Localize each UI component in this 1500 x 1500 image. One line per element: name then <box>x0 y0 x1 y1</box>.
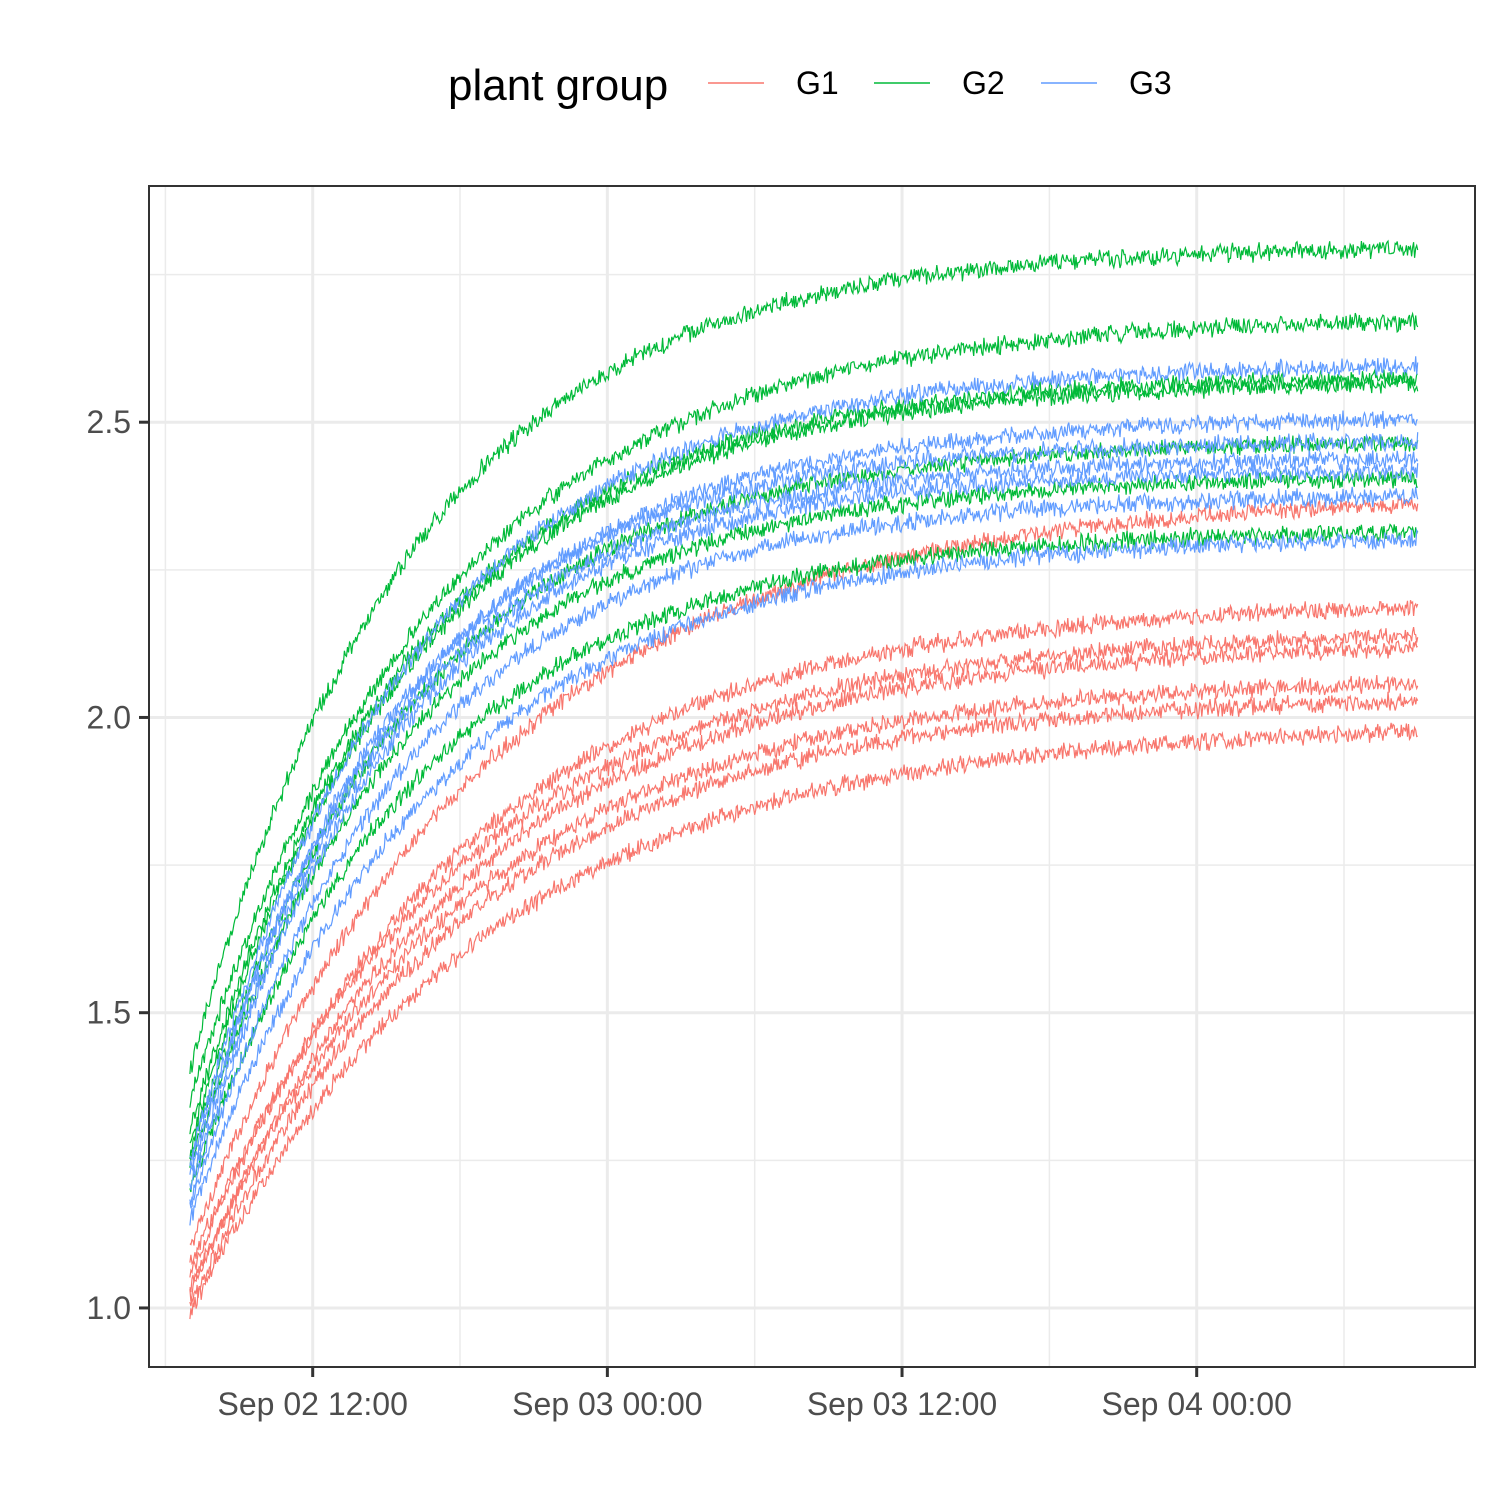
series-line-g2 <box>189 239 1419 1075</box>
y-tick-label: 1.0 <box>87 1290 131 1326</box>
legend-label: G2 <box>962 65 1005 101</box>
series-lines <box>189 239 1419 1320</box>
panel-border <box>148 185 1476 1368</box>
series-line-g1 <box>189 640 1418 1302</box>
x-tick-label: Sep 02 12:00 <box>218 1386 408 1422</box>
series-line-g1 <box>189 675 1419 1293</box>
series-line-g3 <box>189 410 1418 1169</box>
series-line-g3 <box>189 463 1419 1206</box>
legend-label: G1 <box>796 65 839 101</box>
series-line-g3 <box>189 356 1419 1161</box>
series-line-g1 <box>189 626 1419 1266</box>
legend-title: plant group <box>448 61 668 110</box>
plot-panel <box>148 185 1476 1368</box>
legend-entry-g2: G2 <box>874 65 1005 101</box>
x-axis: Sep 02 12:00 Sep 03 00:00 Sep 03 12:00 Sep … <box>218 1367 1292 1422</box>
legend-entry-g3: G3 <box>1041 65 1172 101</box>
y-axis: 1.0 1.5 2.0 2.5 <box>87 404 149 1326</box>
x-tick-label: Sep 03 12:00 <box>807 1386 997 1422</box>
series-line-g2 <box>189 523 1419 1193</box>
series-line-g3 <box>189 432 1419 1175</box>
series-line-g1 <box>189 599 1419 1278</box>
series-line-g3 <box>189 528 1419 1226</box>
x-tick-label: Sep 04 00:00 <box>1102 1386 1292 1422</box>
y-tick-label: 2.0 <box>87 699 131 735</box>
legend-entries: G1 G2 G3 <box>708 65 1172 101</box>
y-tick-label: 1.5 <box>87 995 131 1031</box>
series-line-g2 <box>189 311 1419 1108</box>
legend-label: G3 <box>1129 65 1172 101</box>
x-tick-label: Sep 03 00:00 <box>512 1386 702 1422</box>
series-line-g1 <box>189 722 1418 1320</box>
series-line-g1 <box>189 691 1419 1307</box>
series-line-g2 <box>189 373 1419 1144</box>
legend-entry-g1: G1 <box>708 65 839 101</box>
y-tick-label: 2.5 <box>87 404 131 440</box>
series-line-g3 <box>189 486 1419 1209</box>
legend: plant group G1 G2 G3 <box>448 61 1172 110</box>
